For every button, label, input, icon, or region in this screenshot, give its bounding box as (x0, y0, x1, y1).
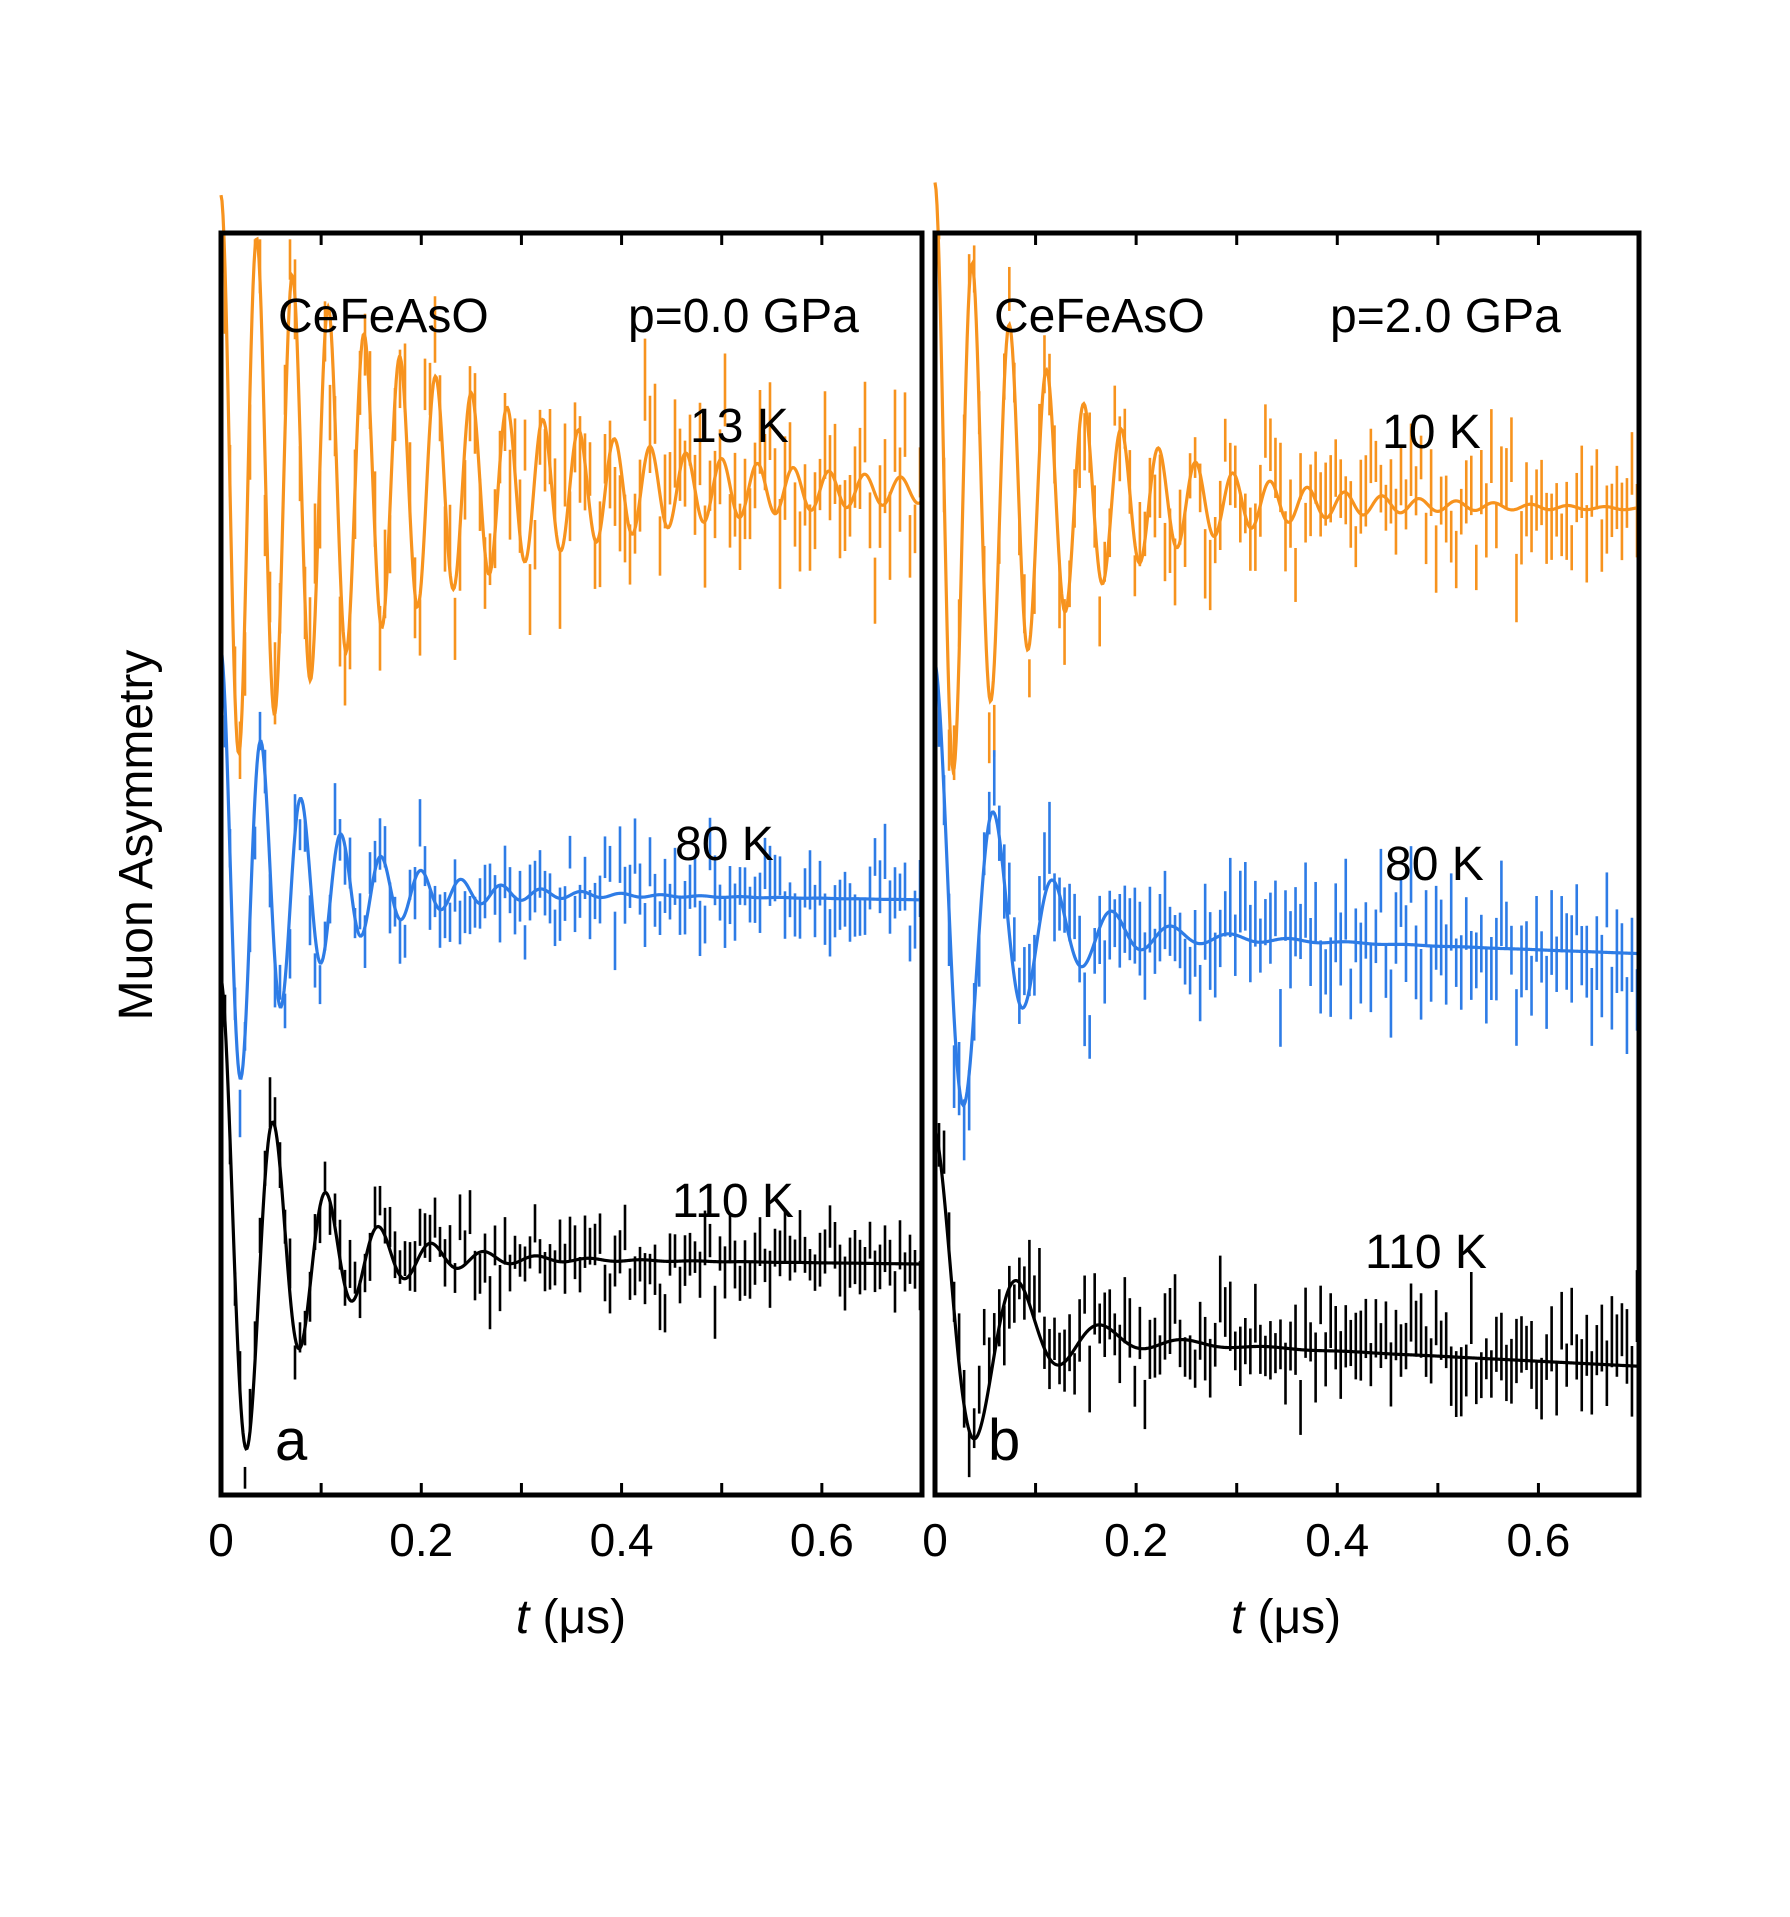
fit-curve (933, 182, 1640, 776)
fit-curve (933, 661, 1640, 1108)
series-label-80k: 80 K (1385, 838, 1484, 891)
x-axis-variable: t (1231, 1591, 1246, 1644)
panel-a: 0 0.2 0.4 0.6 CeFeAsO p=0.0 GPa 13 K 80 K 1… (208, 194, 925, 1644)
fit-curve (933, 1128, 1640, 1441)
panel-a-x-axis-label: t (μs) (516, 1591, 626, 1644)
x-tick-label: 0.4 (590, 1514, 654, 1566)
series-label-80k: 80 K (675, 818, 774, 871)
x-tick-label: 0.2 (1104, 1514, 1168, 1566)
panel-b-frame (932, 230, 1642, 1498)
panel-b-letter: b (988, 1408, 1020, 1473)
series-label-110k: 110 K (672, 1175, 794, 1228)
panel-a-letter: a (275, 1408, 308, 1473)
x-axis-unit: (μs) (529, 1591, 626, 1644)
series-110k (219, 977, 923, 1489)
panel-b-x-axis-label: t (μs) (1231, 1591, 1341, 1644)
fit-curve (219, 194, 924, 758)
x-axis-variable: t (516, 1591, 531, 1644)
panel-b-sample-label: CeFeAsO (994, 290, 1205, 343)
series-80k (219, 649, 923, 1138)
series-10k (933, 182, 1640, 781)
panel-b-pressure-label: p=2.0 GPa (1330, 290, 1561, 343)
x-tick-label: 0.2 (389, 1514, 453, 1566)
fit-curve (219, 977, 923, 1451)
x-tick-label: 0.4 (1305, 1514, 1369, 1566)
series-label-110k: 110 K (1365, 1226, 1487, 1279)
x-tick-label: 0.6 (1506, 1514, 1570, 1566)
panel-a-frame (218, 230, 925, 1498)
series-110k (933, 1123, 1640, 1478)
series-label-13k: 13 K (690, 400, 789, 453)
series-label-10k: 10 K (1382, 406, 1481, 459)
x-tick-label: 0.6 (790, 1514, 854, 1566)
panel-a-pressure-label: p=0.0 GPa (628, 290, 859, 343)
panel-a-sample-label: CeFeAsO (278, 290, 489, 343)
series-80k (933, 661, 1640, 1161)
y-axis-label: Muon Asymmetry (110, 650, 163, 1021)
x-tick-label: 0 (922, 1514, 948, 1566)
panel-b: 0 0.2 0.4 0.6 CeFeAsO p=2.0 GPa 10 K 80 K 1… (922, 182, 1642, 1644)
x-axis-unit: (μs) (1244, 1591, 1341, 1644)
series-13k (219, 194, 924, 780)
x-tick-label: 0 (208, 1514, 234, 1566)
fit-curve (219, 649, 923, 1080)
